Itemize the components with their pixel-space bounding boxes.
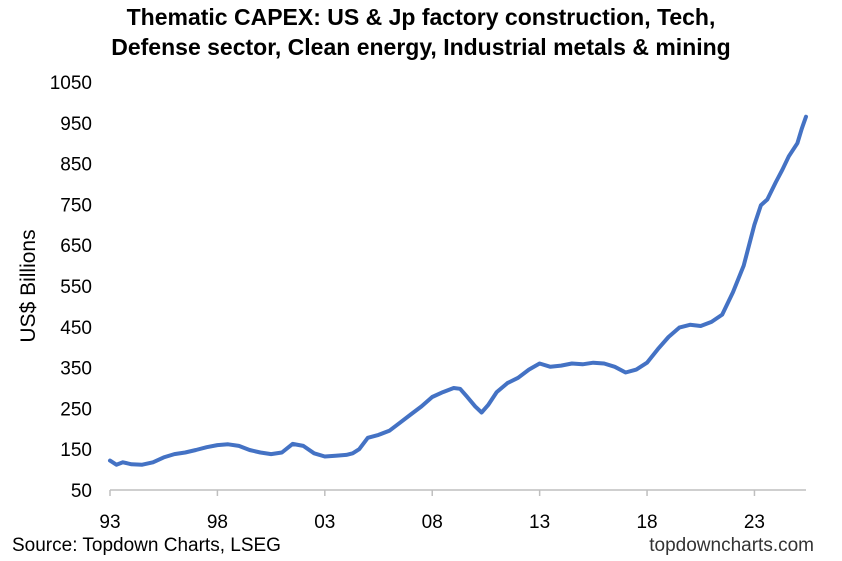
y-tick-label: 350 — [60, 359, 92, 380]
x-tick-label: 98 — [207, 512, 228, 533]
y-tick-label: 550 — [60, 277, 92, 298]
x-tick-label: 03 — [314, 512, 335, 533]
y-axis-title: US$ Billions — [17, 229, 40, 342]
chart-title-line-1: Thematic CAPEX: US & Jp factory construc… — [126, 4, 716, 30]
x-tick-label: 23 — [744, 512, 765, 533]
y-tick-label: 250 — [60, 399, 92, 420]
y-tick-label: 50 — [71, 481, 92, 502]
brand-watermark: topdowncharts.com — [649, 535, 814, 556]
y-tick-label: 650 — [60, 236, 92, 257]
source-note: Source: Topdown Charts, LSEG — [12, 535, 281, 556]
x-tick-label: 18 — [636, 512, 657, 533]
y-tick-label: 850 — [60, 155, 92, 176]
x-tick-label: 13 — [529, 512, 550, 533]
y-tick-label: 1050 — [50, 73, 92, 94]
y-tick-label: 450 — [60, 318, 92, 339]
x-tick-label: 93 — [99, 512, 120, 533]
chart-title-line-2: Defense sector, Clean energy, Industrial… — [111, 34, 731, 60]
x-tick-label: 08 — [422, 512, 443, 533]
y-tick-label: 750 — [60, 195, 92, 216]
y-tick-label: 950 — [60, 114, 92, 135]
y-tick-label: 150 — [60, 440, 92, 461]
series-line — [108, 114, 808, 467]
